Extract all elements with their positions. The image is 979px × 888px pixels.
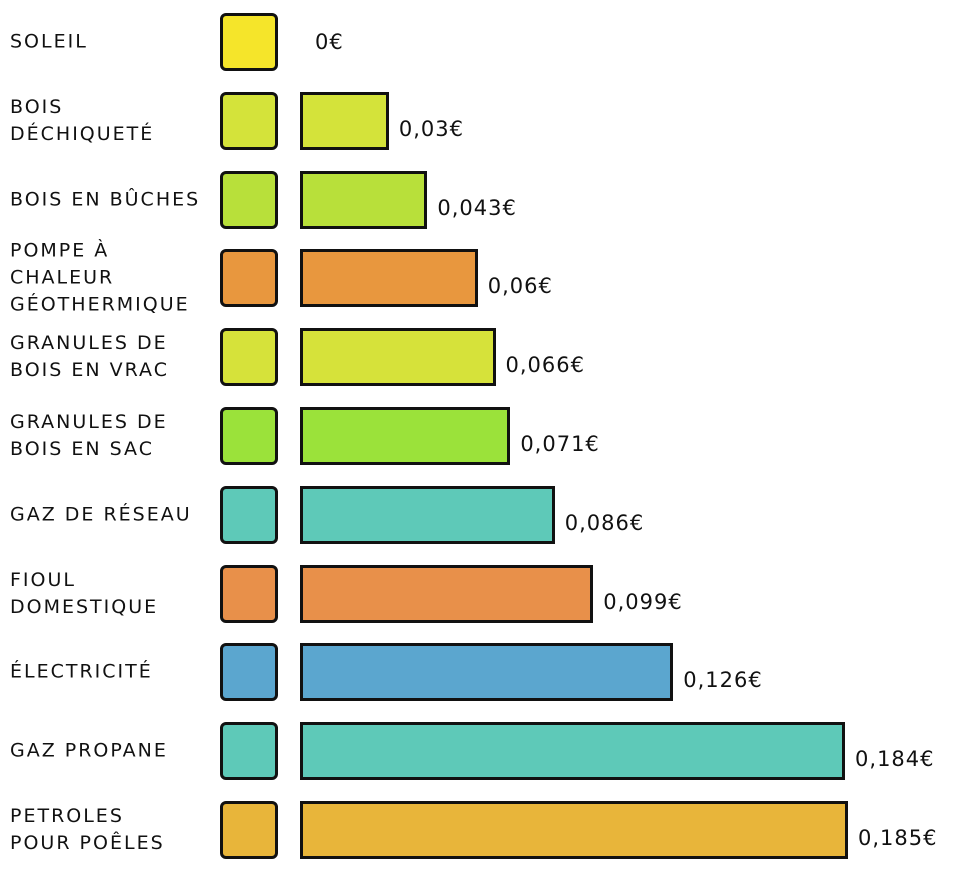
category-icon xyxy=(220,643,278,702)
bar xyxy=(300,407,511,465)
category-label: GRANULES DE BOIS EN VRAC xyxy=(10,332,169,382)
value-label: 0,071€ xyxy=(520,432,600,456)
category-label: BOIS DÉCHIQUETÉ xyxy=(10,95,155,145)
category-label: GRANULES DE BOIS EN SAC xyxy=(10,411,168,460)
value-label: 0,185€ xyxy=(858,826,938,850)
category-icon xyxy=(220,249,278,308)
bar xyxy=(300,328,496,387)
value-label: 0,03€ xyxy=(398,116,464,141)
bar xyxy=(300,564,594,623)
category-icon xyxy=(220,91,278,150)
category-icon xyxy=(220,564,278,623)
category-label: GAZ PROPANE xyxy=(10,739,168,762)
bar xyxy=(300,249,478,308)
value-label: 0,066€ xyxy=(505,353,585,378)
category-label: FIOUL DOMESTIQUE xyxy=(10,568,159,618)
category-label: GAZ DE RÉSEAU xyxy=(10,503,192,526)
category-label: PETROLES POUR POÊLES xyxy=(10,805,165,854)
category-icon xyxy=(220,13,278,71)
category-label: BOIS EN BÛCHES xyxy=(10,188,201,211)
value-label: 0,099€ xyxy=(603,589,683,614)
category-icon xyxy=(220,722,278,781)
bar xyxy=(300,485,555,544)
value-label: 0,06€ xyxy=(487,274,553,299)
category-icon xyxy=(220,170,278,229)
bar xyxy=(300,170,428,229)
value-label: 0€ xyxy=(315,30,344,54)
value-label: 0,086€ xyxy=(564,510,645,535)
bar xyxy=(300,643,674,702)
category-icon xyxy=(220,328,278,387)
category-label: SOLEIL xyxy=(10,30,88,53)
bar xyxy=(300,722,846,781)
bar xyxy=(300,801,848,859)
category-icon xyxy=(220,485,278,544)
category-label: ÉLECTRICITÉ xyxy=(10,660,153,683)
value-label: 0,184€ xyxy=(855,747,935,772)
category-icon xyxy=(220,801,278,859)
value-label: 0,126€ xyxy=(683,668,763,693)
category-label: POMPE À CHALEUR GÉOTHERMIQUE xyxy=(10,239,190,316)
bar xyxy=(300,91,389,150)
value-label: 0,043€ xyxy=(437,195,517,220)
category-icon xyxy=(220,407,278,465)
